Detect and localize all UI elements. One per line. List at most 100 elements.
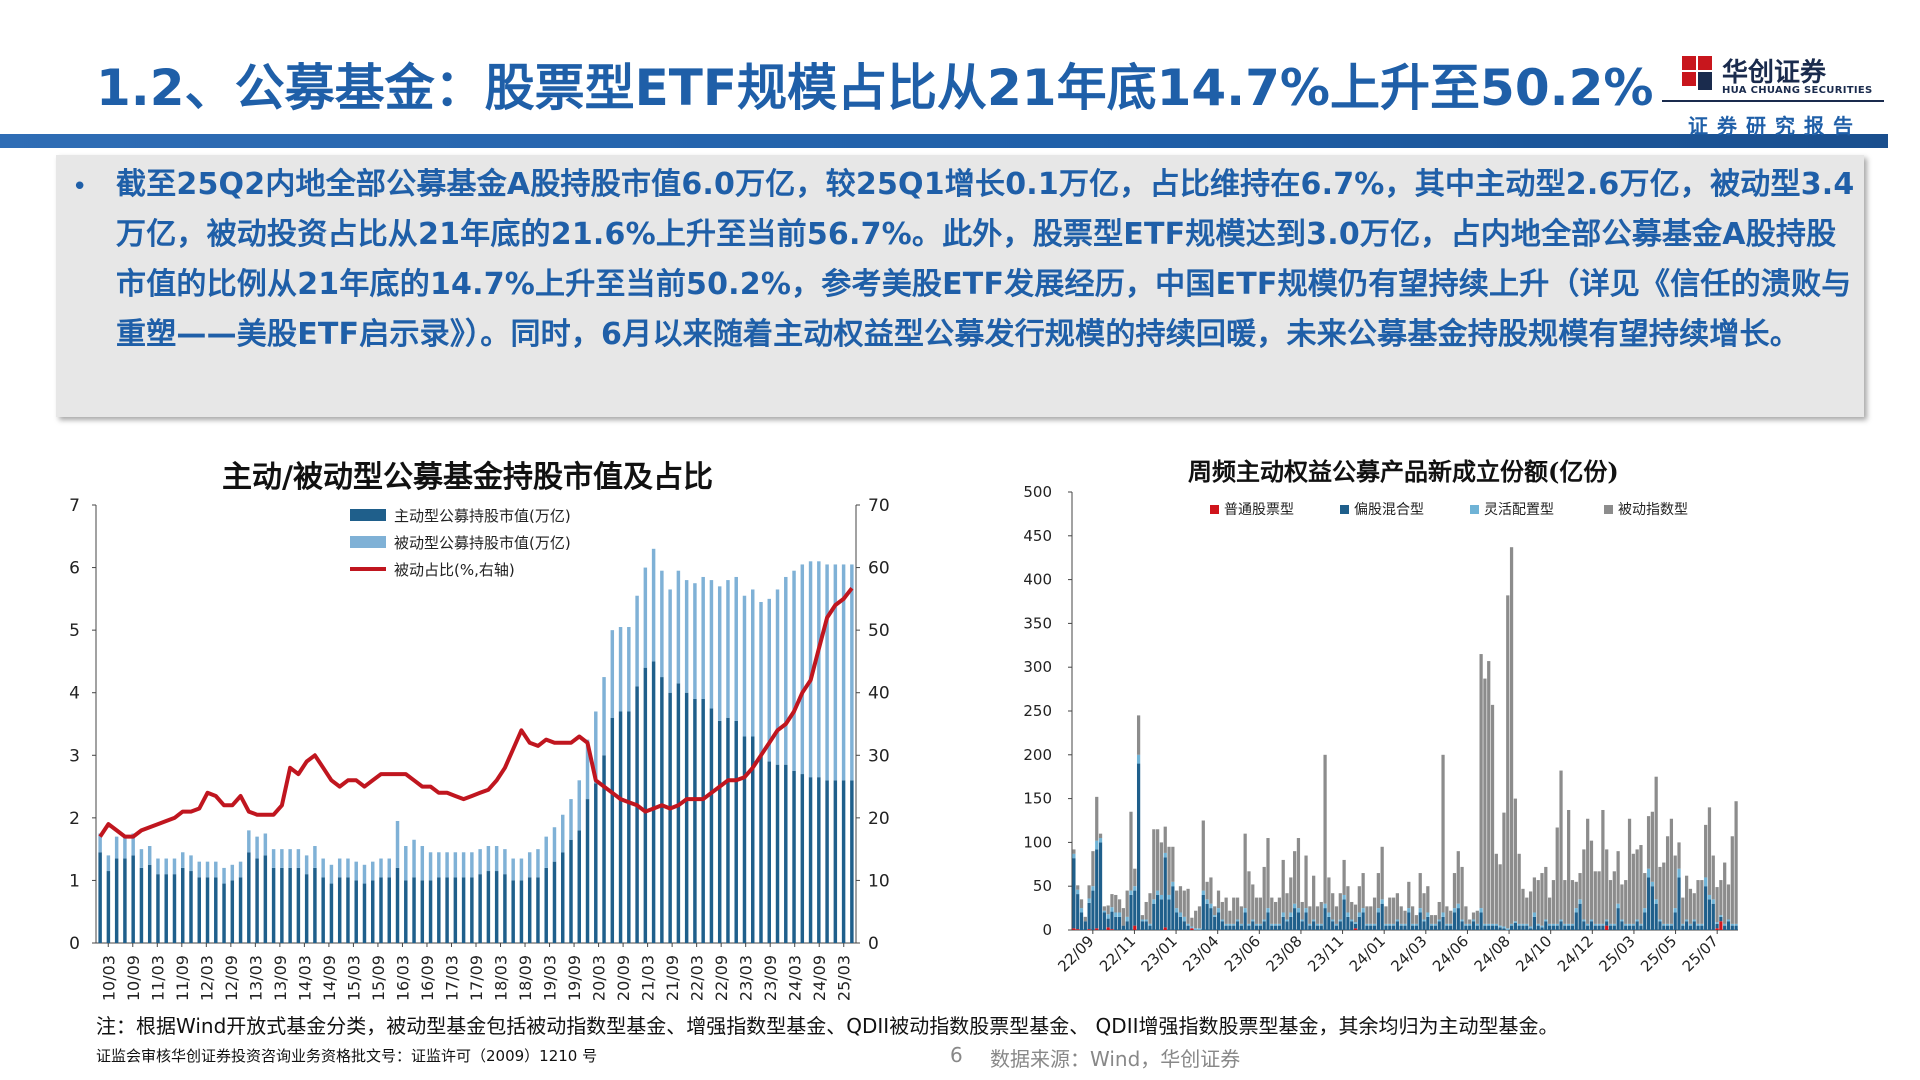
bar-index xyxy=(1692,893,1696,920)
bar-flexible xyxy=(1399,923,1403,926)
bar-active xyxy=(519,880,524,943)
bar-partial-mixed xyxy=(1372,925,1377,930)
bar-partial-mixed xyxy=(1631,925,1635,930)
bar-partial-mixed xyxy=(1148,925,1152,930)
bar-passive xyxy=(197,861,201,878)
bar-passive xyxy=(825,564,829,781)
chart2-title: 周频主动权益公募产品新成立份额(亿份) xyxy=(1188,457,1619,486)
bar-index xyxy=(1517,853,1521,924)
bar-partial-mixed xyxy=(1502,928,1506,930)
x-tick-label: 20/03 xyxy=(590,955,609,1001)
bar-index xyxy=(1319,901,1323,924)
bar-flexible xyxy=(1471,919,1476,922)
bar-flexible xyxy=(1540,925,1544,928)
bar-flexible xyxy=(1365,923,1369,926)
bar-partial-mixed xyxy=(1079,912,1084,930)
bar-partial-mixed xyxy=(1559,921,1563,930)
bar-partial-mixed xyxy=(1277,925,1282,930)
bar-index xyxy=(1262,866,1266,920)
x-tick-label: 18/03 xyxy=(492,955,511,1001)
bar-active xyxy=(329,883,334,943)
bar-flexible xyxy=(1144,919,1148,922)
bar-index xyxy=(1350,901,1354,920)
bar-index xyxy=(1593,871,1597,924)
y-tick-label: 4 xyxy=(69,684,80,704)
bar-flexible xyxy=(1570,923,1575,926)
x-tick-label: 23/11 xyxy=(1304,932,1347,975)
bar-partial-mixed xyxy=(1327,916,1331,930)
bar-active xyxy=(230,880,235,943)
bar-index xyxy=(1254,897,1259,924)
bar-flexible xyxy=(1285,919,1289,922)
bar-partial-mixed xyxy=(1403,925,1407,930)
bar-partial-mixed xyxy=(1388,925,1392,930)
bar-passive xyxy=(461,852,466,878)
bar-partial-mixed xyxy=(1487,925,1491,930)
bar-flexible xyxy=(1677,868,1681,878)
bar-partial-mixed xyxy=(1517,925,1521,930)
bar-active xyxy=(800,774,805,943)
bar-partial-mixed xyxy=(1719,916,1723,922)
bar-flexible xyxy=(1197,928,1202,930)
bar-flexible xyxy=(1612,923,1616,926)
bar-partial-mixed xyxy=(1338,921,1342,930)
bar-index xyxy=(1559,770,1563,920)
bar-partial-mixed xyxy=(1106,918,1110,928)
bar-partial-mixed xyxy=(1102,912,1106,930)
bar-index xyxy=(1662,862,1666,924)
chart-weekly-new-shares: 0 50 100 150 200 250 300 350 400 450 500 22/0922/11… xyxy=(1023,483,1738,975)
bar-active xyxy=(280,867,284,943)
bar-flexible xyxy=(1643,908,1647,913)
bar-passive xyxy=(552,827,557,862)
bar-index xyxy=(1723,862,1727,924)
bar-partial-mixed xyxy=(1201,894,1205,930)
bar-index xyxy=(1159,842,1164,895)
x-tick-label: 24/08 xyxy=(1471,932,1514,975)
bar-partial-mixed xyxy=(1216,912,1221,930)
y2-tick-label: 30 xyxy=(868,746,890,766)
header-bar-gap xyxy=(1660,112,1890,134)
x-tick-label: 24/01 xyxy=(1346,932,1389,975)
bar-index xyxy=(1624,880,1628,924)
bar-partial-mixed xyxy=(1734,925,1738,930)
bar-index xyxy=(1574,881,1578,909)
bar-passive xyxy=(263,833,268,856)
x-tick-label: 23/09 xyxy=(761,955,780,1001)
bar-index xyxy=(1635,849,1639,920)
bar-flexible xyxy=(1685,919,1689,922)
bar-partial-mixed xyxy=(1121,925,1125,930)
x-tick-label: 24/10 xyxy=(1512,932,1555,975)
bar-partial-mixed xyxy=(1498,927,1502,930)
bar-flexible xyxy=(1224,923,1228,926)
bar-index xyxy=(1468,919,1472,924)
bar-partial-mixed xyxy=(1544,921,1548,930)
bar-partial-mixed xyxy=(1525,925,1529,930)
bar-passive xyxy=(230,864,235,881)
bar-flexible xyxy=(1327,912,1331,917)
bar-normal-stock xyxy=(1353,928,1358,930)
bar-active xyxy=(610,717,615,943)
bar-active xyxy=(172,874,177,943)
bar-index xyxy=(1346,886,1350,913)
bar-flexible xyxy=(1190,926,1194,929)
bar-partial-mixed xyxy=(1555,925,1559,930)
bar-partial-mixed xyxy=(1468,925,1472,930)
bar-passive xyxy=(420,846,425,881)
bar-passive xyxy=(123,836,127,859)
bar-passive xyxy=(635,595,639,687)
bar-flexible xyxy=(1490,923,1495,926)
bar-partial-mixed xyxy=(1384,925,1388,930)
bar-index xyxy=(1418,873,1422,909)
bar-partial-mixed xyxy=(1650,886,1654,930)
bar-flexible xyxy=(1468,923,1472,926)
bar-flexible xyxy=(1072,853,1076,859)
bar-partial-mixed xyxy=(1171,886,1175,930)
bar-passive xyxy=(527,852,532,878)
bar-index xyxy=(1704,824,1708,878)
bar-active xyxy=(263,855,268,943)
bar-passive xyxy=(759,601,763,756)
bar-partial-mixed xyxy=(1091,890,1095,930)
bar-normal-stock xyxy=(1110,929,1114,930)
bar-index xyxy=(1494,853,1498,924)
bar-index xyxy=(1536,880,1540,924)
